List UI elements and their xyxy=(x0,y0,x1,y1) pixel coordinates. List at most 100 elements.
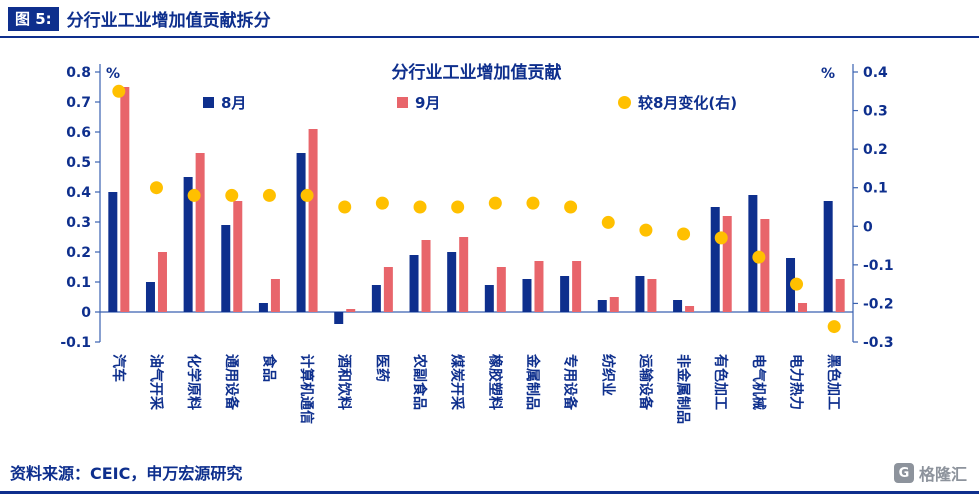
bar-august xyxy=(296,153,306,312)
change-dot xyxy=(262,188,276,202)
category-label: 橡胶塑料 xyxy=(486,354,503,410)
category-label: 医药 xyxy=(373,354,390,382)
august-series-swatch xyxy=(203,97,214,108)
bar-september xyxy=(383,267,393,312)
change-dot xyxy=(300,188,314,202)
change-dot xyxy=(225,188,239,202)
change-dot xyxy=(451,200,465,214)
change-dot xyxy=(790,277,804,291)
category-label: 汽车 xyxy=(110,354,127,382)
source-note: 资料来源：CEIC，申万宏源研究 xyxy=(10,464,243,483)
bar-august xyxy=(823,201,833,312)
right-axis-tick-label: 0.1 xyxy=(863,181,888,197)
change-series-label: 较8月变化(右) xyxy=(638,94,738,112)
bar-september xyxy=(798,303,808,312)
bar-august xyxy=(447,252,457,312)
left-axis-tick-label: 0.7 xyxy=(66,95,91,111)
september-series-label: 9月 xyxy=(415,94,441,112)
bar-september xyxy=(195,153,205,312)
category-label: 非金属制品 xyxy=(675,354,692,424)
bar-august xyxy=(673,300,683,312)
bar-september xyxy=(760,219,770,312)
figure-header: 图 5: 分行业工业增加值贡献拆分 xyxy=(8,6,271,31)
change-series-swatch xyxy=(618,96,631,109)
bar-august xyxy=(221,225,231,312)
bar-august xyxy=(145,282,155,312)
category-label: 化学原料 xyxy=(185,354,202,410)
bar-august xyxy=(409,255,419,312)
right-axis-tick-label: 0 xyxy=(863,219,873,235)
right-axis-tick-label: -0.2 xyxy=(863,296,894,312)
category-label: 专用设备 xyxy=(562,354,579,411)
bar-august xyxy=(560,276,570,312)
change-dot xyxy=(488,196,502,210)
change-dot xyxy=(752,250,766,264)
category-label: 电气机械 xyxy=(750,354,767,410)
industry-contribution-chart: 0.8 0.7 0.6 0.5 0.4 0.3 0.2 0.1 0 -0.1 0.4 0.3 0.2 0.… xyxy=(60,64,894,424)
right-axis-tick-label: -0.3 xyxy=(863,335,894,351)
change-dot xyxy=(375,196,389,210)
bar-september xyxy=(120,87,130,312)
bar-september xyxy=(346,309,356,312)
category-label: 油气开采 xyxy=(147,354,164,411)
left-axis-tick-label: -0.1 xyxy=(60,335,91,351)
bar-august xyxy=(183,177,193,312)
figure-number-chip: 图 5: xyxy=(8,6,59,31)
right-axis-tick-label: 0.2 xyxy=(863,142,888,158)
bar-september xyxy=(647,279,657,312)
category-label: 煤炭开采 xyxy=(449,354,466,411)
category-label: 计算机通信 xyxy=(298,354,315,424)
bar-august xyxy=(334,312,344,324)
change-dot xyxy=(338,200,352,214)
bar-september xyxy=(685,306,695,312)
bar-september xyxy=(496,267,506,312)
figure-title: 分行业工业增加值贡献拆分 xyxy=(66,11,271,31)
right-axis-unit: % xyxy=(821,66,835,82)
change-dot xyxy=(187,188,201,202)
august-series-label: 8月 xyxy=(221,94,247,112)
bar-august xyxy=(522,279,532,312)
bar-september xyxy=(308,129,318,312)
header-divider xyxy=(0,36,979,38)
category-label: 农副食品 xyxy=(411,353,428,410)
category-label: 纺织业 xyxy=(599,354,616,396)
change-dot xyxy=(112,84,126,98)
legend-item-august: 8月 xyxy=(203,92,246,113)
gelonghui-logo-icon: G xyxy=(893,463,914,483)
legend-item-change: 较8月变化(右) xyxy=(618,92,737,113)
gelonghui-logo: G 格隆汇 xyxy=(893,461,967,485)
change-dot xyxy=(827,320,841,334)
left-axis-unit: % xyxy=(106,66,120,82)
bar-september xyxy=(157,252,167,312)
bar-august xyxy=(635,276,645,312)
bar-september xyxy=(609,297,619,312)
category-label: 通用设备 xyxy=(223,354,240,411)
change-dot xyxy=(677,227,691,241)
left-axis-tick-label: 0.4 xyxy=(66,185,91,201)
change-dot xyxy=(526,196,540,210)
right-axis-tick-label: 0.4 xyxy=(863,65,888,81)
bar-august xyxy=(748,195,758,312)
bar-september xyxy=(233,201,243,312)
bar-august xyxy=(108,192,118,312)
category-label: 运输设备 xyxy=(637,354,654,411)
bar-september xyxy=(572,261,582,312)
category-label: 有色加工 xyxy=(712,354,729,410)
change-dot xyxy=(149,181,163,195)
bar-august xyxy=(597,300,607,312)
category-label: 食品 xyxy=(260,354,277,382)
category-label: 黑色加工 xyxy=(825,354,842,410)
bottom-divider xyxy=(0,491,979,494)
bar-august xyxy=(258,303,268,312)
bar-august xyxy=(710,207,720,312)
change-dot xyxy=(413,200,427,214)
left-axis-tick-label: 0.6 xyxy=(66,125,91,141)
bar-september xyxy=(270,279,280,312)
chart-title: 分行业工业增加值贡献 xyxy=(391,63,562,83)
bar-september xyxy=(835,279,845,312)
bar-september xyxy=(459,237,469,312)
gelonghui-logo-text: 格隆汇 xyxy=(918,465,967,484)
left-axis-tick-label: 0.1 xyxy=(66,275,91,291)
bar-august xyxy=(484,285,494,312)
